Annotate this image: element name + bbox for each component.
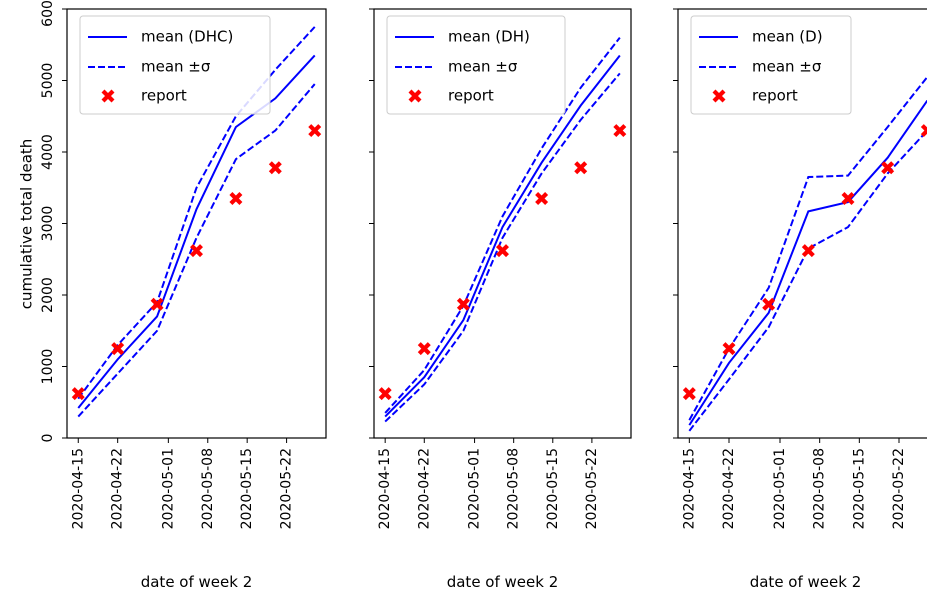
legend: mean (D) mean ±σ report	[690, 15, 852, 115]
legend-box	[386, 15, 566, 115]
x-axis-label: date of week 2	[447, 573, 559, 591]
legend-item-mean: mean (D)	[699, 28, 823, 46]
legend-item-mean: mean (DH)	[395, 28, 530, 46]
y-axis-label: cumulative total death	[18, 139, 36, 310]
legend-label: mean (DHC)	[141, 28, 233, 46]
report-marker	[268, 161, 282, 175]
legend: mean (DH) mean ±σ report	[386, 15, 566, 115]
mean-series-line	[77, 54, 316, 409]
upper-series-line	[77, 26, 316, 400]
x-tick-label: 2020-05-22	[279, 448, 295, 529]
report-marker	[841, 191, 855, 205]
mean-series-line	[384, 54, 621, 418]
x-tick-label: 2020-05-15	[239, 448, 255, 529]
report-marker	[150, 297, 164, 311]
legend-label: mean ±σ	[752, 58, 822, 76]
report-marker	[308, 124, 322, 138]
plot-area	[682, 76, 927, 432]
report-marker	[682, 387, 696, 401]
y-tick-label: 4000	[40, 134, 56, 170]
y-tick-label: 6000	[40, 0, 56, 27]
legend-label: mean ±σ	[448, 58, 518, 76]
legend-marker-swatch	[408, 89, 422, 103]
subplot-3: 2020-04-15 2020-04-22 2020-05-01 2020-05-08…	[673, 8, 927, 591]
x-tick-label: 2020-05-15	[851, 448, 867, 529]
legend-item-report: report	[101, 87, 187, 105]
legend-label: mean ±σ	[141, 58, 211, 76]
lower-series-line	[77, 83, 316, 418]
report-marker	[190, 244, 203, 258]
plot-area	[71, 26, 322, 418]
subplot-1: 0 1000 2000 3000 4000 5000 6000 2020-04-15 2020-…	[40, 0, 327, 591]
x-tick-label: 2020-05-08	[812, 448, 828, 529]
x-tick-label: 2020-05-01	[467, 448, 483, 529]
legend-marker-swatch	[101, 89, 115, 103]
legend-label: mean (D)	[752, 28, 823, 46]
y-tick-label: 5000	[40, 63, 56, 99]
x-tick-label: 2020-05-08	[506, 448, 522, 529]
x-tick-label: 2020-04-15	[377, 448, 393, 529]
mean-series-line	[688, 99, 927, 426]
legend-item-mean: mean (DHC)	[88, 28, 233, 46]
y-tick-label: 0	[40, 434, 56, 443]
report-marker	[613, 124, 627, 138]
legend-box	[79, 15, 271, 115]
x-axis-label: date of week 2	[141, 573, 253, 591]
x-tick-label: 2020-05-01	[160, 448, 176, 529]
report-marker	[417, 342, 431, 356]
legend-item-std: mean ±σ	[699, 58, 822, 76]
x-tick-label: 2020-04-22	[110, 448, 126, 529]
report-marker	[574, 161, 588, 175]
report-marker	[801, 244, 815, 258]
legend-item-std: mean ±σ	[395, 58, 518, 76]
lower-series-line	[688, 129, 927, 432]
x-tick-label: 2020-05-15	[545, 448, 561, 529]
legend-item-report: report	[712, 87, 798, 105]
report-marker	[722, 342, 736, 356]
legend-label: report	[752, 87, 798, 105]
x-tick-label: 2020-05-08	[200, 448, 216, 529]
report-marker	[881, 161, 895, 175]
report-marker	[111, 342, 125, 356]
y-tick-label: 3000	[40, 206, 56, 242]
y-tick-label: 1000	[40, 349, 56, 385]
subplot-2: 2020-04-15 2020-04-22 2020-05-01 2020-05-08…	[369, 8, 632, 591]
upper-series-line	[384, 36, 621, 414]
report-marker	[535, 191, 549, 205]
legend-marker-swatch	[712, 89, 726, 103]
x-tick-label: 2020-04-15	[70, 448, 86, 529]
lower-series-line	[384, 72, 621, 423]
report-marker	[229, 191, 243, 205]
legend-box	[690, 15, 852, 115]
x-tick-label: 2020-04-15	[681, 448, 697, 529]
report-marker	[496, 244, 509, 258]
x-axis-label: date of week 2	[750, 573, 862, 591]
report-marker	[920, 124, 927, 138]
legend-item-std: mean ±σ	[88, 58, 211, 76]
report-marker	[456, 297, 470, 311]
x-tick-label: 2020-05-22	[891, 448, 907, 529]
report-marker	[378, 387, 392, 401]
legend-label: report	[141, 87, 187, 105]
legend-label: report	[448, 87, 494, 105]
x-tick-label: 2020-04-22	[721, 448, 737, 529]
legend: mean (DHC) mean ±σ report	[79, 15, 271, 115]
y-tick-label: 2000	[40, 277, 56, 313]
x-tick-label: 2020-04-22	[416, 448, 432, 529]
report-marker	[762, 297, 776, 311]
legend-label: mean (DH)	[448, 28, 530, 46]
report-marker	[71, 387, 85, 401]
plot-area	[378, 36, 627, 423]
x-tick-label: 2020-05-01	[772, 448, 788, 529]
legend-item-report: report	[408, 87, 494, 105]
x-tick-label: 2020-05-22	[584, 448, 600, 529]
